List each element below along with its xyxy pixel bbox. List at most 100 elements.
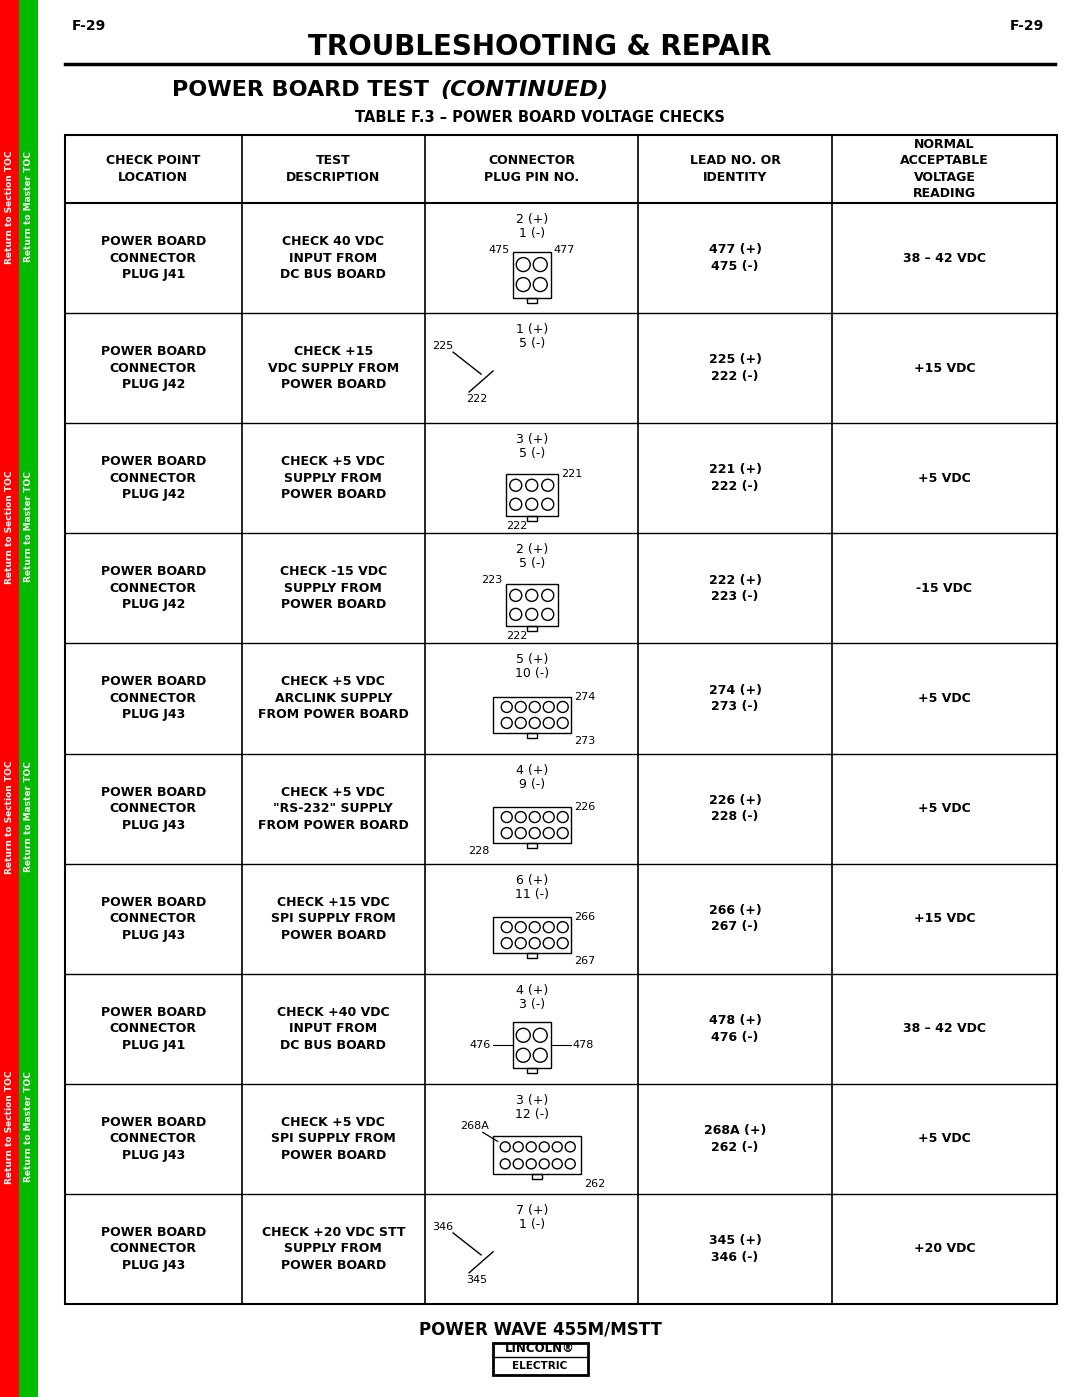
Text: CHECK +40 VDC
INPUT FROM
DC BUS BOARD: CHECK +40 VDC INPUT FROM DC BUS BOARD <box>278 1006 390 1052</box>
Text: Return to Section TOC: Return to Section TOC <box>5 151 14 264</box>
Bar <box>513 251 551 298</box>
Text: (CONTINUED): (CONTINUED) <box>440 80 608 101</box>
Text: Return to Master TOC: Return to Master TOC <box>24 1071 33 1182</box>
Text: 475: 475 <box>488 244 510 254</box>
Bar <box>527 1069 537 1073</box>
Text: CONNECTOR
PLUG PIN NO.: CONNECTOR PLUG PIN NO. <box>484 154 579 184</box>
Text: 7 (+): 7 (+) <box>515 1204 548 1217</box>
Bar <box>531 1175 542 1179</box>
Text: POWER BOARD
CONNECTOR
PLUG J43: POWER BOARD CONNECTOR PLUG J43 <box>100 895 206 942</box>
Text: 477: 477 <box>554 244 576 254</box>
Text: 4 (+): 4 (+) <box>515 764 548 777</box>
Text: -15 VDC: -15 VDC <box>917 581 972 595</box>
Text: 222 (+)
223 (-): 222 (+) 223 (-) <box>708 574 761 604</box>
Text: POWER BOARD
CONNECTOR
PLUG J43: POWER BOARD CONNECTOR PLUG J43 <box>100 676 206 721</box>
Text: F-29: F-29 <box>72 20 106 34</box>
Text: 226: 226 <box>573 802 595 812</box>
Text: 274 (+)
273 (-): 274 (+) 273 (-) <box>708 683 761 714</box>
Text: 266 (+)
267 (-): 266 (+) 267 (-) <box>708 904 761 933</box>
Text: TABLE F.3 – POWER BOARD VOLTAGE CHECKS: TABLE F.3 – POWER BOARD VOLTAGE CHECKS <box>355 109 725 124</box>
Text: 38 – 42 VDC: 38 – 42 VDC <box>903 251 986 264</box>
Text: Return to Section TOC: Return to Section TOC <box>5 760 14 873</box>
Text: POWER BOARD
CONNECTOR
PLUG J42: POWER BOARD CONNECTOR PLUG J42 <box>100 566 206 612</box>
Text: 4 (+): 4 (+) <box>515 983 548 996</box>
Text: 346: 346 <box>432 1222 454 1232</box>
Text: Return to Master TOC: Return to Master TOC <box>24 151 33 263</box>
Bar <box>492 807 570 842</box>
Bar <box>513 1023 551 1069</box>
Text: 221 (+)
222 (-): 221 (+) 222 (-) <box>708 464 761 493</box>
Text: 2 (+): 2 (+) <box>515 212 548 226</box>
Bar <box>492 697 570 733</box>
Text: +5 VDC: +5 VDC <box>918 1133 971 1146</box>
Text: ELECTRIC: ELECTRIC <box>512 1361 568 1370</box>
Text: POWER BOARD
CONNECTOR
PLUG J42: POWER BOARD CONNECTOR PLUG J42 <box>100 455 206 502</box>
Text: 223: 223 <box>482 574 502 585</box>
Bar <box>527 953 537 958</box>
Bar <box>527 515 537 521</box>
Text: CHECK -15 VDC
SUPPLY FROM
POWER BOARD: CHECK -15 VDC SUPPLY FROM POWER BOARD <box>280 566 387 612</box>
Text: 262: 262 <box>583 1179 605 1189</box>
Text: 345: 345 <box>467 1275 488 1285</box>
Text: 268A (+)
262 (-): 268A (+) 262 (-) <box>704 1125 767 1154</box>
Text: POWER BOARD TEST: POWER BOARD TEST <box>172 80 437 101</box>
Text: 267: 267 <box>573 956 595 967</box>
Text: TEST
DESCRIPTION: TEST DESCRIPTION <box>286 154 380 184</box>
Text: Return to Master TOC: Return to Master TOC <box>24 472 33 583</box>
Text: 5 (-): 5 (-) <box>518 557 545 570</box>
Text: 5 (+): 5 (+) <box>515 654 548 666</box>
Text: 3 (+): 3 (+) <box>515 1094 548 1106</box>
Text: 6 (+): 6 (+) <box>515 873 548 887</box>
Text: LEAD NO. OR
IDENTITY: LEAD NO. OR IDENTITY <box>690 154 781 184</box>
Text: 477 (+)
475 (-): 477 (+) 475 (-) <box>708 243 761 272</box>
Text: 222: 222 <box>507 521 527 531</box>
Text: 274: 274 <box>573 692 595 701</box>
Text: 225: 225 <box>432 341 454 351</box>
Text: +5 VDC: +5 VDC <box>918 472 971 485</box>
Text: CHECK 40 VDC
INPUT FROM
DC BUS BOARD: CHECK 40 VDC INPUT FROM DC BUS BOARD <box>281 235 387 281</box>
Text: 3 (-): 3 (-) <box>518 997 544 1010</box>
Text: 9 (-): 9 (-) <box>518 778 544 791</box>
Text: POWER WAVE 455M/MSTT: POWER WAVE 455M/MSTT <box>419 1320 661 1338</box>
Bar <box>492 1136 581 1175</box>
Text: 1 (-): 1 (-) <box>518 228 544 240</box>
Text: POWER BOARD
CONNECTOR
PLUG J41: POWER BOARD CONNECTOR PLUG J41 <box>100 235 206 281</box>
Bar <box>505 584 557 626</box>
Text: POWER BOARD
CONNECTOR
PLUG J43: POWER BOARD CONNECTOR PLUG J43 <box>100 1227 206 1271</box>
Bar <box>19 0 38 1397</box>
Text: 268A: 268A <box>460 1122 489 1132</box>
Text: +5 VDC: +5 VDC <box>918 692 971 705</box>
Text: 221: 221 <box>561 469 582 479</box>
Text: 222: 222 <box>507 631 527 641</box>
Text: CHECK POINT
LOCATION: CHECK POINT LOCATION <box>106 154 201 184</box>
Text: POWER BOARD
CONNECTOR
PLUG J42: POWER BOARD CONNECTOR PLUG J42 <box>100 345 206 391</box>
Text: 10 (-): 10 (-) <box>515 668 549 680</box>
Text: 478: 478 <box>572 1041 594 1051</box>
Text: +20 VDC: +20 VDC <box>914 1242 975 1256</box>
Text: 5 (-): 5 (-) <box>518 337 545 351</box>
Text: 11 (-): 11 (-) <box>515 887 549 901</box>
Text: 478 (+)
476 (-): 478 (+) 476 (-) <box>708 1014 761 1044</box>
Bar <box>492 918 570 953</box>
Text: CHECK +15
VDC SUPPLY FROM
POWER BOARD: CHECK +15 VDC SUPPLY FROM POWER BOARD <box>268 345 399 391</box>
Text: 226 (+)
228 (-): 226 (+) 228 (-) <box>708 793 761 823</box>
Bar <box>0 0 19 1397</box>
Text: 266: 266 <box>573 912 595 922</box>
Text: Return to Master TOC: Return to Master TOC <box>24 761 33 873</box>
Text: F-29: F-29 <box>1010 20 1044 34</box>
Text: 1 (-): 1 (-) <box>518 1218 544 1231</box>
Text: Return to Section TOC: Return to Section TOC <box>5 471 14 584</box>
Bar <box>492 1343 588 1375</box>
Text: +15 VDC: +15 VDC <box>914 362 975 374</box>
Text: +5 VDC: +5 VDC <box>918 802 971 814</box>
Text: CHECK +20 VDC STT
SUPPLY FROM
POWER BOARD: CHECK +20 VDC STT SUPPLY FROM POWER BOAR… <box>261 1227 405 1271</box>
Text: 1 (+): 1 (+) <box>515 323 548 337</box>
Text: LINCOLN®: LINCOLN® <box>505 1343 575 1355</box>
Text: 3 (+): 3 (+) <box>515 433 548 446</box>
Bar <box>527 626 537 631</box>
Text: POWER BOARD
CONNECTOR
PLUG J43: POWER BOARD CONNECTOR PLUG J43 <box>100 1116 206 1162</box>
Text: CHECK +5 VDC
ARCLINK SUPPLY
FROM POWER BOARD: CHECK +5 VDC ARCLINK SUPPLY FROM POWER B… <box>258 676 408 721</box>
Text: CHECK +5 VDC
SUPPLY FROM
POWER BOARD: CHECK +5 VDC SUPPLY FROM POWER BOARD <box>281 455 386 502</box>
Text: 345 (+)
346 (-): 345 (+) 346 (-) <box>708 1234 761 1264</box>
Bar <box>65 136 1057 1303</box>
